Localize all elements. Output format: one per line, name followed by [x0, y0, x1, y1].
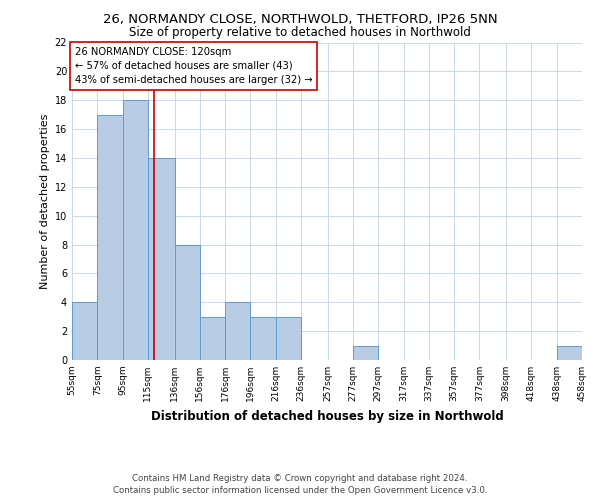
Bar: [250, 316, 276, 360]
Y-axis label: Number of detached properties: Number of detached properties: [40, 114, 50, 289]
Text: Contains HM Land Registry data © Crown copyright and database right 2024.
Contai: Contains HM Land Registry data © Crown c…: [113, 474, 487, 495]
Bar: [97, 114, 122, 360]
Bar: [72, 302, 97, 360]
Bar: [122, 100, 148, 360]
Text: 26 NORMANDY CLOSE: 120sqm
← 57% of detached houses are smaller (43)
43% of semi-: 26 NORMANDY CLOSE: 120sqm ← 57% of detac…: [74, 47, 312, 85]
Bar: [353, 346, 378, 360]
Text: 26, NORMANDY CLOSE, NORTHWOLD, THETFORD, IP26 5NN: 26, NORMANDY CLOSE, NORTHWOLD, THETFORD,…: [103, 12, 497, 26]
X-axis label: Distribution of detached houses by size in Northwold: Distribution of detached houses by size …: [151, 410, 503, 422]
Bar: [175, 244, 200, 360]
Bar: [200, 316, 225, 360]
Bar: [557, 346, 582, 360]
Bar: [276, 316, 301, 360]
Bar: [225, 302, 250, 360]
Bar: [148, 158, 175, 360]
Text: Size of property relative to detached houses in Northwold: Size of property relative to detached ho…: [129, 26, 471, 39]
